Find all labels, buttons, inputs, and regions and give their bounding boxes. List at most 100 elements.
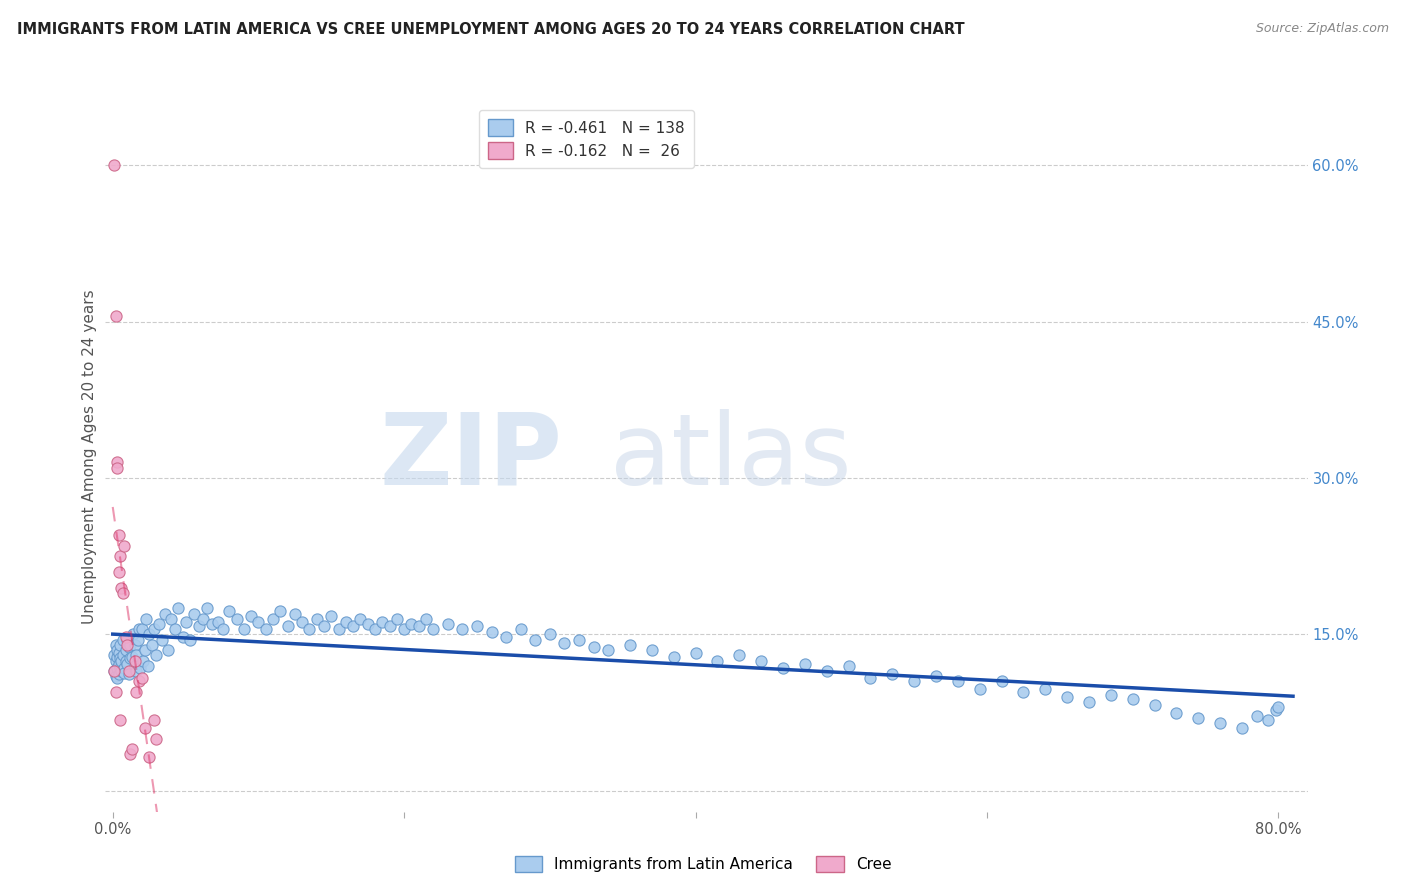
Point	[662, 650, 685, 665]
Point	[254, 622, 277, 636]
Point	[118, 640, 141, 654]
Point	[415, 612, 437, 626]
Point	[103, 648, 125, 663]
Point	[1033, 681, 1056, 696]
Point	[240, 608, 263, 623]
Point	[142, 713, 165, 727]
Point	[706, 653, 728, 667]
Point	[298, 622, 321, 636]
Point	[1257, 713, 1279, 727]
Point	[1209, 716, 1232, 731]
Text: atlas: atlas	[610, 409, 852, 506]
Point	[125, 664, 148, 678]
Point	[127, 632, 149, 647]
Point	[141, 638, 163, 652]
Point	[145, 648, 167, 663]
Point	[108, 651, 131, 665]
Point	[392, 622, 415, 636]
Point	[1166, 706, 1188, 720]
Point	[582, 640, 605, 654]
Point	[117, 657, 139, 671]
Point	[772, 661, 794, 675]
Point	[107, 528, 129, 542]
Point	[120, 638, 142, 652]
Point	[105, 671, 128, 685]
Text: ZIP: ZIP	[380, 409, 562, 506]
Point	[191, 612, 214, 626]
Point	[107, 646, 129, 660]
Point	[103, 664, 125, 678]
Point	[108, 549, 131, 564]
Point	[183, 607, 205, 621]
Point	[148, 617, 170, 632]
Point	[524, 632, 547, 647]
Point	[107, 565, 129, 579]
Point	[371, 615, 394, 629]
Point	[121, 650, 143, 665]
Point	[619, 638, 641, 652]
Point	[793, 657, 815, 671]
Point	[105, 643, 128, 657]
Point	[838, 658, 860, 673]
Point	[201, 617, 224, 632]
Point	[305, 612, 328, 626]
Point	[1230, 721, 1253, 735]
Point	[269, 605, 291, 619]
Point	[105, 455, 128, 469]
Point	[104, 685, 127, 699]
Point	[124, 658, 146, 673]
Point	[1078, 695, 1101, 709]
Point	[1267, 700, 1289, 714]
Point	[121, 742, 143, 756]
Point	[120, 651, 142, 665]
Point	[118, 664, 141, 678]
Point	[728, 648, 751, 663]
Point	[815, 664, 838, 678]
Point	[1099, 688, 1122, 702]
Point	[142, 622, 165, 636]
Point	[104, 669, 127, 683]
Point	[197, 601, 219, 615]
Point	[946, 674, 969, 689]
Point	[103, 158, 125, 172]
Point	[247, 615, 270, 629]
Y-axis label: Unemployment Among Ages 20 to 24 years: Unemployment Among Ages 20 to 24 years	[82, 290, 97, 624]
Point	[110, 581, 132, 595]
Point	[187, 619, 209, 633]
Point	[349, 612, 371, 626]
Point	[134, 643, 156, 657]
Point	[598, 643, 620, 657]
Point	[174, 615, 197, 629]
Point	[107, 657, 129, 671]
Point	[112, 539, 135, 553]
Point	[103, 664, 125, 678]
Point	[110, 664, 132, 678]
Point	[108, 638, 131, 652]
Point	[104, 638, 127, 652]
Point	[538, 627, 561, 641]
Point	[225, 612, 247, 626]
Point	[160, 612, 183, 626]
Point	[321, 608, 343, 623]
Point	[481, 625, 503, 640]
Point	[903, 674, 925, 689]
Point	[553, 636, 575, 650]
Point	[150, 632, 173, 647]
Point	[125, 685, 148, 699]
Point	[925, 669, 948, 683]
Point	[118, 667, 141, 681]
Point	[138, 627, 160, 641]
Point	[138, 750, 160, 764]
Point	[108, 661, 131, 675]
Point	[124, 638, 146, 652]
Point	[1143, 698, 1166, 713]
Point	[134, 721, 156, 735]
Point	[408, 619, 430, 633]
Point	[128, 622, 150, 636]
Point	[128, 674, 150, 689]
Point	[111, 632, 134, 647]
Point	[312, 619, 335, 633]
Point	[129, 661, 152, 675]
Point	[115, 643, 138, 657]
Point	[1012, 685, 1035, 699]
